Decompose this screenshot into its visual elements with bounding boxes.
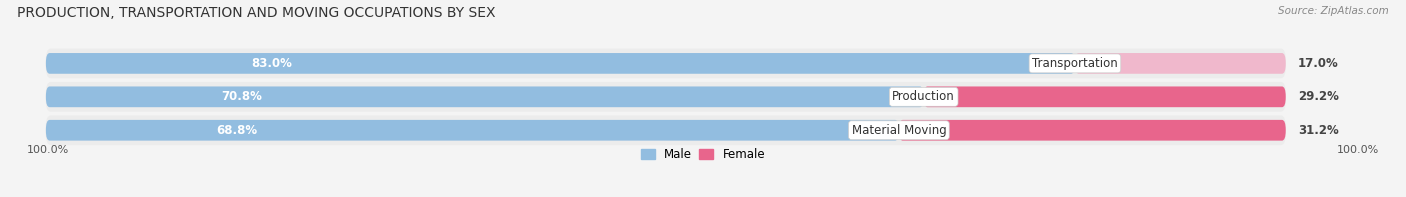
FancyBboxPatch shape — [45, 48, 1286, 78]
Text: 68.8%: 68.8% — [217, 124, 257, 137]
Text: 31.2%: 31.2% — [1298, 124, 1339, 137]
Text: 100.0%: 100.0% — [27, 145, 69, 155]
Text: Production: Production — [893, 90, 955, 103]
Legend: Male, Female: Male, Female — [641, 148, 765, 161]
Text: 83.0%: 83.0% — [252, 57, 292, 70]
FancyBboxPatch shape — [46, 86, 924, 107]
Text: 70.8%: 70.8% — [222, 90, 263, 103]
FancyBboxPatch shape — [45, 82, 1286, 112]
FancyBboxPatch shape — [924, 86, 1285, 107]
Text: Transportation: Transportation — [1032, 57, 1118, 70]
FancyBboxPatch shape — [45, 115, 1286, 145]
Text: Source: ZipAtlas.com: Source: ZipAtlas.com — [1278, 6, 1389, 16]
Text: PRODUCTION, TRANSPORTATION AND MOVING OCCUPATIONS BY SEX: PRODUCTION, TRANSPORTATION AND MOVING OC… — [17, 6, 495, 20]
FancyBboxPatch shape — [1076, 53, 1285, 74]
Text: Material Moving: Material Moving — [852, 124, 946, 137]
FancyBboxPatch shape — [46, 120, 898, 141]
FancyBboxPatch shape — [898, 120, 1285, 141]
Text: 17.0%: 17.0% — [1298, 57, 1339, 70]
Text: 100.0%: 100.0% — [1337, 145, 1379, 155]
FancyBboxPatch shape — [46, 53, 1076, 74]
Text: 29.2%: 29.2% — [1298, 90, 1339, 103]
